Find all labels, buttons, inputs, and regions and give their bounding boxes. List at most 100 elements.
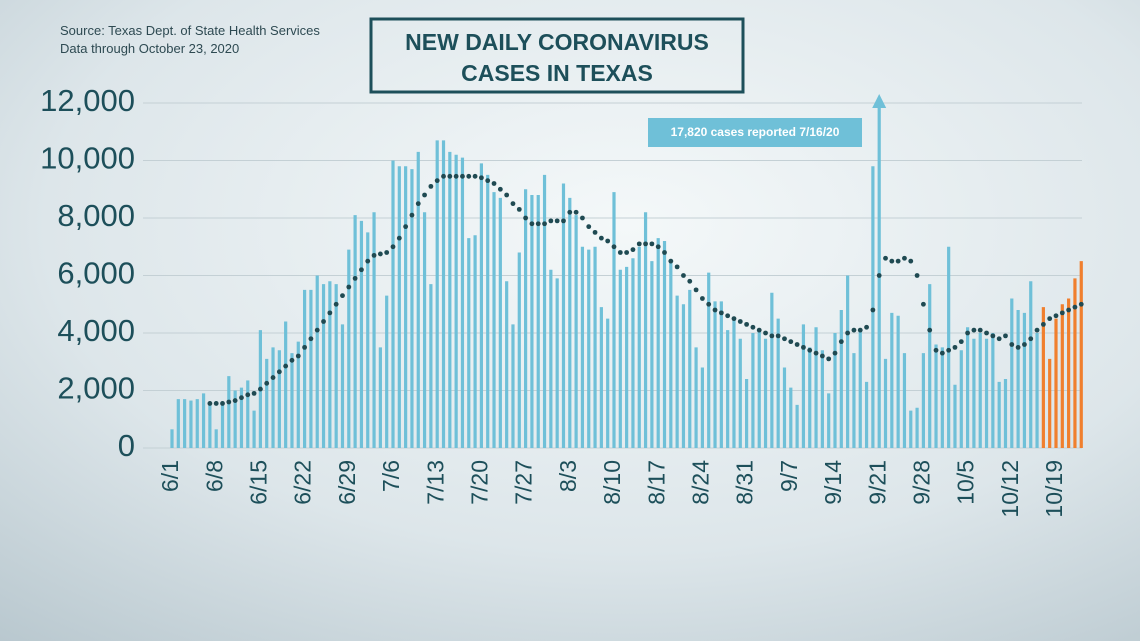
bar [536, 195, 540, 448]
bar [852, 353, 856, 448]
bar [846, 275, 850, 448]
line-dot [630, 247, 636, 253]
line-dot [636, 241, 642, 247]
line-dot [535, 221, 541, 227]
bar [410, 169, 414, 448]
bar [404, 166, 408, 448]
bar [770, 292, 774, 448]
x-tick-label: 8/10 [599, 460, 625, 505]
bar [1016, 310, 1020, 448]
bar [303, 289, 307, 448]
line-dot [207, 401, 213, 406]
line-dot [712, 307, 718, 313]
line-dot [314, 327, 320, 333]
line-dot [497, 186, 503, 192]
line-dot [952, 344, 958, 350]
bar [429, 284, 433, 448]
x-tick-label: 7/13 [422, 460, 448, 505]
line-dot [289, 357, 295, 363]
line-dot [921, 301, 926, 307]
line-dot [1047, 316, 1053, 322]
bar [1029, 281, 1033, 448]
line-dot [396, 235, 402, 241]
line-dot [1059, 310, 1065, 316]
grid: 0 2,000 4,000 6,000 8,000 10,000 12,000 6/1 6/8 6… [40, 83, 1082, 518]
x-tick-label: 9/28 [908, 460, 934, 505]
bar [366, 232, 370, 448]
line-dot [939, 350, 945, 356]
bar [284, 321, 288, 448]
line-dot [542, 221, 547, 227]
bar [239, 387, 244, 448]
bar [353, 215, 357, 448]
bar [789, 387, 793, 448]
line-dot [1003, 333, 1008, 339]
line-dot [264, 380, 270, 386]
x-tick-label: 9/14 [820, 460, 846, 505]
line-dot [403, 224, 409, 230]
bar [631, 258, 635, 448]
line-dot [737, 319, 743, 324]
line-dot [409, 212, 415, 218]
line-dot [876, 273, 882, 278]
bar [201, 393, 206, 448]
bar [650, 261, 654, 448]
bar [441, 140, 446, 448]
bar [801, 324, 806, 448]
bar [921, 353, 925, 448]
bar [719, 301, 723, 448]
bar [296, 341, 300, 448]
bar [435, 140, 439, 448]
line-dot [826, 356, 832, 362]
line-dot [321, 319, 326, 324]
bar [915, 407, 919, 448]
line-dot [352, 275, 358, 281]
line-dot [914, 273, 920, 278]
bar [587, 249, 591, 448]
bar [580, 246, 585, 448]
bar [549, 269, 553, 448]
x-tick-label: 6/22 [290, 460, 316, 505]
line-dot [1009, 342, 1015, 347]
line-dot [756, 327, 762, 333]
line-dot [479, 175, 484, 181]
line-dot [864, 324, 869, 330]
line-dot [1066, 307, 1072, 313]
bar [966, 327, 970, 448]
line-dot [725, 313, 731, 319]
bar [637, 246, 641, 448]
bar [486, 174, 490, 448]
line-dot [554, 218, 560, 224]
bar [864, 381, 869, 448]
line-dot [1078, 301, 1084, 307]
line-dot [693, 287, 699, 293]
line-dot [782, 336, 787, 342]
line-dot [226, 399, 232, 405]
bar [1022, 312, 1027, 448]
line-dot [371, 252, 377, 258]
bar [271, 347, 275, 448]
line-dot [441, 173, 446, 179]
bar [416, 151, 420, 448]
line-dot [731, 316, 737, 322]
bar [460, 157, 465, 448]
line-dot [302, 344, 307, 350]
y-tick-label: 10,000 [40, 141, 135, 176]
x-tick-label: 8/3 [555, 460, 581, 492]
x-tick-label: 6/29 [334, 460, 360, 505]
y-tick-label: 4,000 [57, 313, 135, 348]
bar [315, 275, 319, 448]
line-dot [270, 375, 276, 380]
line-dot [213, 401, 219, 406]
line-dot [523, 215, 528, 221]
bar [530, 195, 534, 448]
line-dot [611, 244, 617, 250]
line-dot [472, 173, 478, 179]
line-dot [984, 330, 989, 336]
bar [391, 160, 395, 448]
x-tick-label: 7/27 [511, 460, 537, 505]
annotation: 17,820 cases reported 7/16/20 [671, 125, 840, 139]
bar [827, 393, 831, 448]
bar [909, 410, 913, 448]
bar [726, 330, 730, 448]
